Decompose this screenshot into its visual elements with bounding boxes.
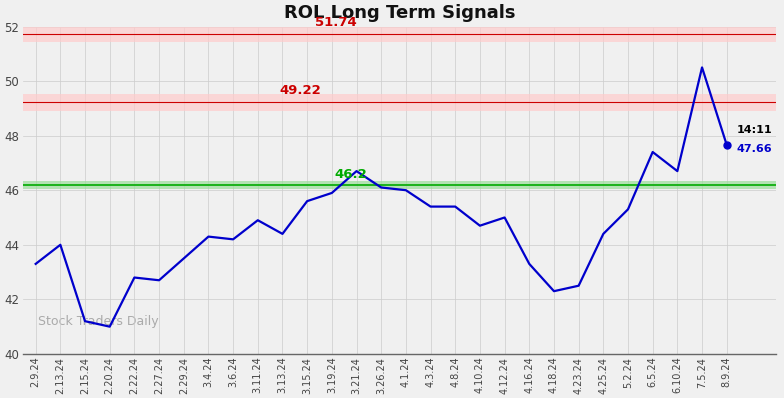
Text: 47.66: 47.66 — [737, 144, 772, 154]
Text: Stock Traders Daily: Stock Traders Daily — [38, 315, 159, 328]
Text: 14:11: 14:11 — [737, 125, 772, 135]
Text: 46.2: 46.2 — [334, 168, 367, 181]
Title: ROL Long Term Signals: ROL Long Term Signals — [284, 4, 515, 22]
Bar — [24, 181, 776, 189]
Bar — [24, 25, 776, 42]
Text: 51.74: 51.74 — [315, 16, 358, 29]
Bar — [24, 94, 776, 111]
Text: 49.22: 49.22 — [280, 84, 321, 98]
